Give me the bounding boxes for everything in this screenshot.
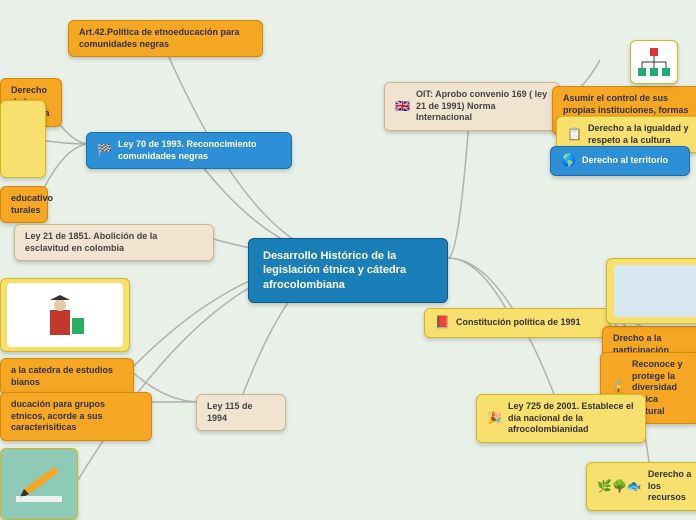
- node-icon-territorio: 🌎: [561, 153, 576, 169]
- iconbox-yellow-box-left: [0, 100, 46, 178]
- iconbox-hierarchy: [630, 40, 678, 84]
- graduate-icon: [40, 290, 90, 340]
- node-art42[interactable]: Art.42.Política de etnoeducación para co…: [68, 20, 263, 57]
- node-territorio[interactable]: 🌎 Derecho al territorio: [550, 146, 690, 176]
- iconbox-pencil: [0, 448, 78, 520]
- node-ley725[interactable]: 🎉 Ley 725 de 2001. Establece el día nacio…: [476, 394, 646, 443]
- node-label-catedra: a la catedra de estudios bianos: [11, 365, 123, 388]
- node-label-educativo: educativo turales: [11, 193, 53, 216]
- node-icon-ley725: 🎉: [487, 411, 502, 427]
- pencil-icon: [14, 464, 64, 504]
- node-icon-recursos: 🌿🌳🐟: [597, 479, 642, 495]
- iconbox-yellow-box-right: [606, 258, 696, 324]
- node-ley70[interactable]: 🏁 Ley 70 de 1993. Reconocimiento comunida…: [86, 132, 292, 169]
- node-educativo[interactable]: educativo turales: [0, 186, 48, 223]
- node-label-constitucion: Constitución política de 1991: [456, 317, 581, 329]
- node-catedra[interactable]: a la catedra de estudios bianos: [0, 358, 134, 395]
- node-label-ley115: Ley 115 de 1994: [207, 401, 275, 424]
- node-label-recursos: Derecho a los recursos: [648, 469, 695, 504]
- node-ley115[interactable]: Ley 115 de 1994: [196, 394, 286, 431]
- node-oit[interactable]: 🇬🇧 OIT: Aprobo convenio 169 ( ley 21 de 1…: [384, 82, 560, 131]
- node-label-educacion-grupos: ducación para grupos etnicos, acorde a s…: [11, 399, 141, 434]
- node-label-oit: OIT: Aprobo convenio 169 ( ley 21 de 199…: [416, 89, 549, 124]
- node-ley21[interactable]: Ley 21 de 1851. Abolición de la esclavit…: [14, 224, 214, 261]
- node-educacion-grupos[interactable]: ducación para grupos etnicos, acorde a s…: [0, 392, 152, 441]
- node-label-ley725: Ley 725 de 2001. Establece el día nacion…: [508, 401, 635, 436]
- node-constitucion[interactable]: 📕 Constitución política de 1991: [424, 308, 610, 338]
- node-icon-constitucion: 📕: [435, 315, 450, 331]
- hierarchy-icon: [636, 46, 672, 78]
- node-label-igualdad: Derecho a la igualdad y respeto a la cul…: [588, 123, 695, 146]
- node-icon-ley70: 🏁: [97, 143, 112, 159]
- node-icon-igualdad: 📋: [567, 127, 582, 143]
- central-label: Desarrollo Histórico de la legislación é…: [263, 249, 433, 292]
- node-icon-oit: 🇬🇧: [395, 99, 410, 115]
- node-label-ley21: Ley 21 de 1851. Abolición de la esclavit…: [25, 231, 203, 254]
- central-node[interactable]: Desarrollo Histórico de la legislación é…: [248, 238, 448, 303]
- iconbox-graduate: [0, 278, 130, 352]
- node-label-art42: Art.42.Política de etnoeducación para co…: [79, 27, 252, 50]
- node-label-ley70: Ley 70 de 1993. Reconocimiento comunidad…: [118, 139, 281, 162]
- node-label-territorio: Derecho al territorio: [582, 155, 668, 167]
- node-recursos[interactable]: 🌿🌳🐟 Derecho a los recursos: [586, 462, 696, 511]
